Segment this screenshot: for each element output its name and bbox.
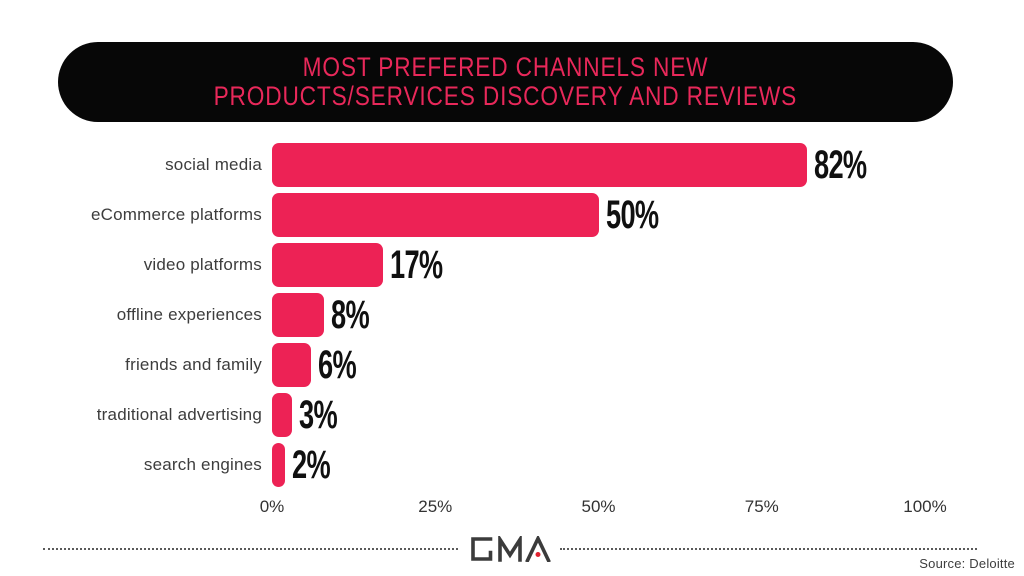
bar (272, 343, 312, 387)
bar-track: 6% (272, 343, 925, 387)
category-label: eCommerce platforms (90, 205, 262, 224)
x-axis-tick: 100% (903, 497, 947, 516)
bar-track: 17% (272, 243, 925, 287)
x-axis-tick: 50% (581, 497, 616, 516)
value-label: 17% (390, 243, 443, 287)
chart-title-line-2: PRODUCTS/SERVICES DISCOVERY AND REVIEWS (213, 81, 798, 111)
bar-row: friends and family 6% (30, 340, 994, 390)
bar (272, 443, 286, 487)
bar-chart: social media 82% eCommerce platforms 50% vid… (30, 140, 994, 490)
value-label: 2% (292, 443, 331, 487)
bar-track: 2% (272, 443, 925, 487)
bar-row: search engines 2% (30, 440, 994, 490)
value-label: 82% (814, 143, 867, 187)
bar (272, 393, 292, 437)
category-label: friends and family (125, 355, 262, 374)
category-label: social media (165, 155, 262, 174)
logo-letter-a (525, 536, 551, 562)
logo-red-dot (535, 552, 541, 557)
category-label: video platforms (143, 255, 262, 274)
value-label: 8% (331, 293, 370, 337)
logo-letter-m (498, 536, 522, 562)
bar-row: traditional advertising 3% (30, 390, 994, 440)
bar (272, 243, 383, 287)
value-label: 3% (298, 393, 338, 437)
bar-track: 3% (272, 393, 925, 437)
bar-track: 82% (272, 143, 925, 187)
value-label: 50% (605, 193, 659, 237)
x-axis-tick: 25% (418, 497, 453, 516)
title-banner: MOST PREFERED CHANNELS NEW PRODUCTS/SERV… (58, 42, 953, 122)
category-label: traditional advertising (96, 405, 262, 424)
logo-letter-g (471, 537, 493, 561)
footer-divider-right (560, 548, 977, 550)
bar (272, 293, 325, 337)
category-label: search engines (143, 455, 262, 474)
bar (272, 193, 599, 237)
chart-title-line-1: MOST PREFERED CHANNELS NEW (302, 52, 709, 82)
x-axis: 0% 25% 50% 75% 100% (260, 497, 947, 519)
bar-row: offline experiences 8% (30, 290, 994, 340)
source-credit: Source: Deloitte (919, 556, 1015, 571)
bar-row: eCommerce platforms 50% (30, 190, 994, 240)
x-axis-tick: 75% (744, 497, 779, 516)
bar-row: video platforms 17% (30, 240, 994, 290)
bar-track: 8% (272, 293, 925, 337)
footer-divider-left (43, 548, 458, 550)
gma-logo (471, 536, 551, 562)
category-label: offline experiences (116, 305, 262, 324)
value-label: 6% (318, 343, 357, 387)
x-axis-tick: 0% (259, 497, 285, 516)
bar (272, 143, 808, 187)
bar-row: social media 82% (30, 140, 994, 190)
bar-track: 50% (272, 193, 925, 237)
